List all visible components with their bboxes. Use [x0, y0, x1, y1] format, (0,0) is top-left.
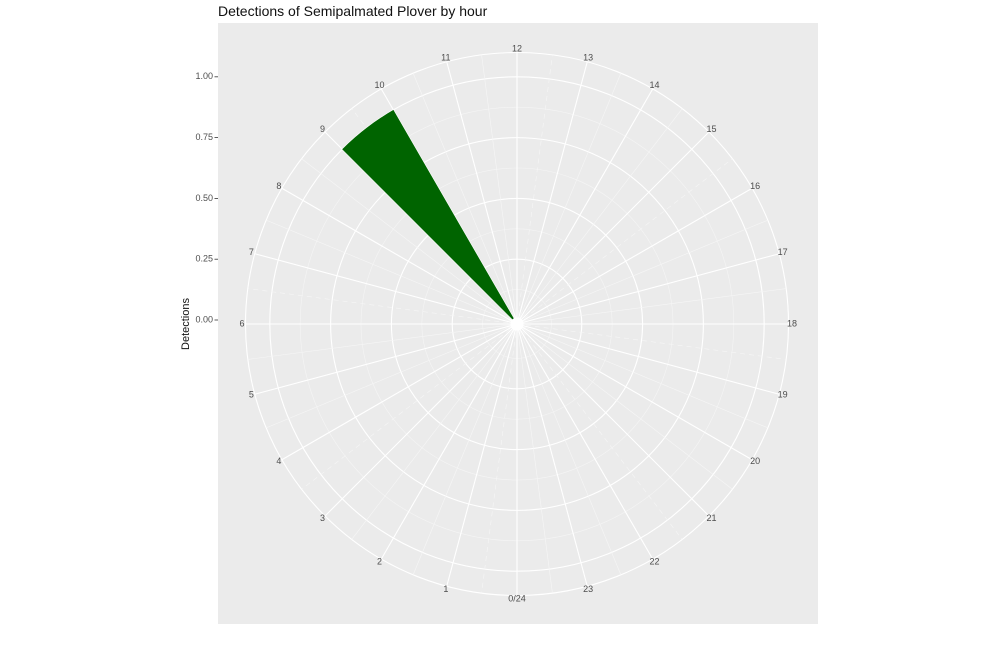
hour-tick-label: 7 [249, 247, 254, 257]
y-tick-label: 0.00 [195, 314, 213, 324]
hour-tick-label: 2 [377, 557, 382, 567]
minor-grid-spoke [481, 54, 518, 325]
major-grid-spoke [380, 323, 518, 560]
minor-grid-spoke [481, 323, 518, 594]
major-grid-spoke [516, 187, 753, 325]
hour-tick-label: 17 [778, 247, 788, 257]
hour-tick-label: 15 [706, 124, 716, 134]
hour-tick-label: 14 [649, 80, 659, 90]
minor-grid-spoke [266, 323, 518, 429]
hour-tick-label: 16 [750, 181, 760, 191]
major-grid-spoke [254, 253, 518, 325]
hour-tick-label: 20 [750, 456, 760, 466]
minor-grid-spoke [247, 323, 518, 360]
hour-tick-label: 4 [276, 456, 281, 466]
minor-grid-spoke [516, 219, 768, 325]
major-grid-spoke [516, 323, 780, 395]
minor-grid-spoke [516, 323, 787, 360]
minor-grid-spoke [516, 108, 683, 325]
hour-tick-label: 8 [276, 181, 281, 191]
y-axis: 0.00 0.25 0.50 0.75 1.00 [195, 71, 218, 324]
major-grid-spoke [516, 61, 588, 325]
minor-grid-spoke [301, 323, 518, 490]
y-tick-label: 0.50 [195, 193, 213, 203]
major-grid-spoke [516, 323, 710, 517]
hour-tick-label: 18 [787, 318, 797, 328]
minor-grid-spoke [516, 323, 768, 429]
minor-grid-spoke [516, 54, 553, 325]
bars-layer [342, 109, 524, 331]
major-grid-spoke [516, 323, 588, 587]
minor-grid-spoke [412, 323, 518, 575]
minor-grid-spoke [266, 219, 518, 325]
hour-tick-label: 21 [706, 513, 716, 523]
major-grid-spoke [516, 323, 753, 461]
minor-grid-spoke [516, 288, 787, 325]
chart-title: Detections of Semipalmated Plover by hou… [218, 3, 488, 19]
major-grid-spoke [281, 187, 518, 325]
minor-grid-spoke [516, 73, 622, 325]
hour-tick-label: 23 [583, 584, 593, 594]
minor-grid-spoke [412, 73, 518, 325]
minor-grid-spoke [516, 158, 733, 325]
hour-tick-label: 22 [649, 557, 659, 567]
minor-grid-spoke [516, 323, 733, 490]
hour-tick-label: 6 [239, 318, 244, 328]
y-tick-label: 1.00 [195, 71, 213, 81]
major-grid-spoke [281, 323, 518, 461]
hour-tick-label: 3 [320, 513, 325, 523]
grid-layer [244, 51, 790, 597]
minor-grid-spoke [516, 323, 622, 575]
major-grid-spoke [446, 61, 518, 325]
center-hole [510, 317, 524, 331]
major-grid-spoke [516, 323, 654, 560]
minor-grid-spoke [247, 288, 518, 325]
y-tick-label: 0.25 [195, 254, 213, 264]
hour-tick-label: 9 [320, 124, 325, 134]
hour-tick-label: 0/24 [508, 593, 526, 603]
major-grid-spoke [324, 323, 518, 517]
hour-tick-label: 11 [441, 53, 450, 63]
hour-tick-label: 1 [443, 584, 448, 594]
major-grid-spoke [516, 88, 654, 325]
hour-tick-label: 5 [249, 390, 254, 400]
major-grid-spoke [516, 131, 710, 325]
hour-tick-label: 19 [778, 390, 788, 400]
major-grid-spoke [254, 323, 518, 395]
major-grid-spoke [446, 323, 518, 587]
y-tick-label: 0.75 [195, 132, 213, 142]
bar-hour-9 [342, 109, 515, 322]
minor-grid-spoke [301, 158, 518, 325]
minor-grid-spoke [516, 323, 683, 540]
hour-tick-label: 10 [374, 80, 384, 90]
minor-grid-spoke [516, 323, 553, 594]
major-grid-spoke [516, 253, 780, 325]
minor-grid-spoke [351, 323, 518, 540]
hour-tick-label: 13 [583, 53, 593, 63]
ticks-layer: 0/24123456789101112131415161718192021222… [239, 43, 797, 603]
hour-tick-label: 12 [512, 43, 522, 53]
